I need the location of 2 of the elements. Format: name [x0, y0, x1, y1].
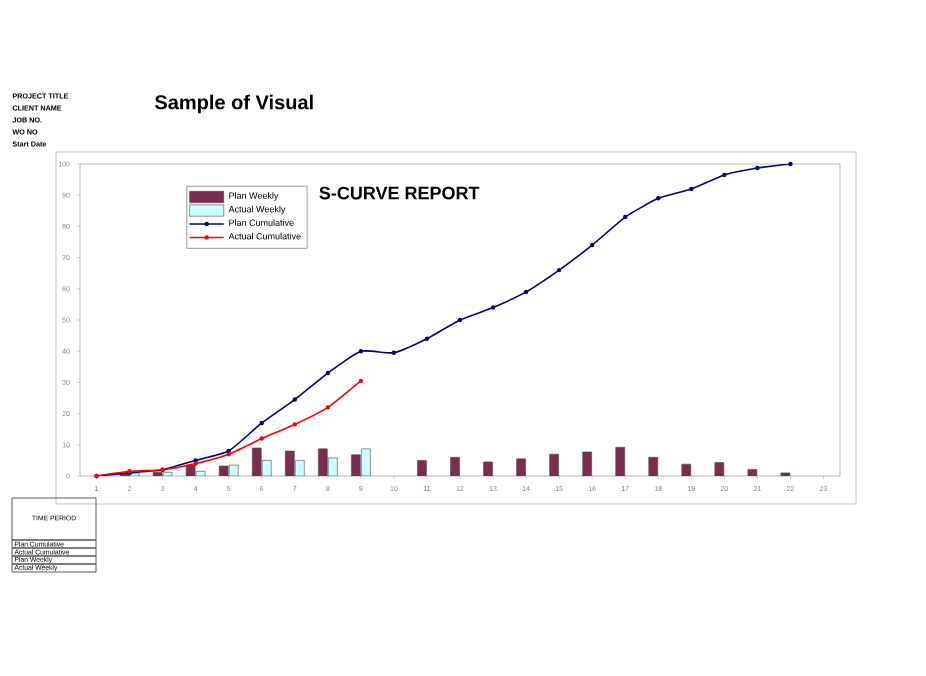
chart-title: Sample of Visual — [154, 94, 313, 114]
text: S-CURVE REPORT — [319, 186, 480, 200]
